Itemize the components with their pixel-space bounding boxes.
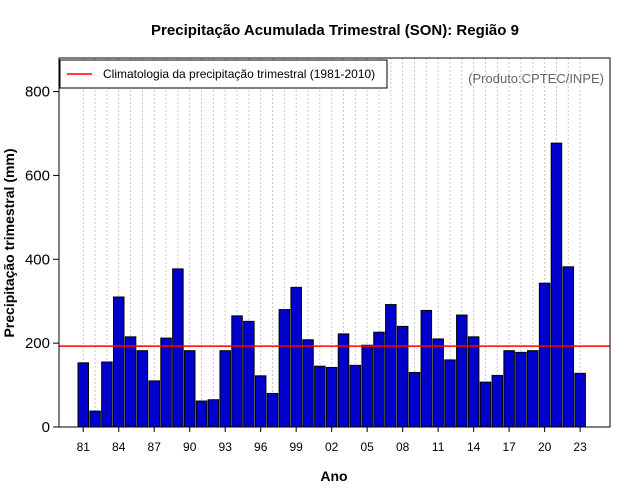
- x-tick-label-1981: 81: [77, 440, 91, 454]
- bar-2003: [337, 333, 350, 428]
- bar-2002: [325, 366, 338, 428]
- source-note: (Produto:CPTEC/INPE): [468, 71, 604, 86]
- bar-2001: [314, 365, 326, 428]
- y-tick-label-800: 800: [25, 84, 50, 101]
- bar-1997: [266, 392, 279, 428]
- bar-2018: [515, 351, 527, 428]
- x-tick-label-2014: 14: [467, 440, 481, 454]
- x-tick-label-2017: 17: [502, 440, 516, 454]
- bar-1998: [278, 309, 291, 428]
- x-tick-label-1990: 90: [183, 440, 197, 454]
- bar-1989: [172, 268, 184, 428]
- bar-2014: [467, 336, 480, 428]
- bar-2009: [408, 371, 421, 428]
- bar-1981: [77, 362, 89, 428]
- x-tick-label-2005: 05: [360, 440, 374, 454]
- bars: [77, 142, 586, 428]
- x-tick-label-2023: 23: [573, 440, 587, 454]
- bar-1986: [136, 350, 149, 428]
- x-axis-label: Ano: [320, 468, 347, 484]
- bar-1994: [231, 315, 243, 428]
- bar-1983: [101, 361, 113, 428]
- bar-2000: [302, 339, 314, 428]
- bar-2007: [385, 304, 397, 428]
- y-axis: 0 200 400 600 800: [25, 84, 59, 436]
- y-axis-label: Precipitação trimestral (mm): [1, 148, 17, 337]
- bar-1991: [195, 400, 208, 428]
- chart-title: Precipitação Acumulada Trimestral (SON):…: [151, 22, 519, 39]
- bar-2005: [361, 344, 373, 428]
- x-tick-label-2008: 08: [396, 440, 410, 454]
- bar-1988: [160, 337, 172, 428]
- bar-2019: [527, 350, 539, 428]
- bar-2022: [562, 266, 575, 428]
- y-tick-label-600: 600: [25, 167, 50, 184]
- bar-1987: [148, 380, 160, 428]
- bar-2004: [349, 364, 362, 428]
- x-tick-label-1999: 99: [290, 440, 304, 454]
- bar-1985: [124, 336, 137, 428]
- x-tick-label-1996: 96: [254, 440, 268, 454]
- x-tick-label-2020: 20: [538, 440, 552, 454]
- bar-1982: [89, 410, 101, 428]
- bar-2021: [550, 142, 563, 428]
- bar-2015: [479, 381, 492, 428]
- bar-1996: [254, 375, 267, 428]
- legend: Climatologia da precipitação trimestral …: [59, 59, 388, 89]
- bar-2010: [420, 309, 433, 428]
- bar-2016: [491, 374, 504, 428]
- bar-2012: [444, 359, 456, 428]
- legend-box: [59, 59, 388, 89]
- x-tick-label-1984: 84: [112, 440, 126, 454]
- x-axis: 81 84 87 90 93 96 99 02 05 08 11 14 17 20 23: [77, 427, 587, 454]
- plot-frame: [58, 57, 611, 428]
- bar-2017: [503, 350, 515, 428]
- x-tick-label-1987: 87: [148, 440, 162, 454]
- x-tick-label-2002: 02: [325, 440, 339, 454]
- bar-1984: [112, 296, 125, 428]
- bar-2008: [396, 325, 409, 428]
- legend-label: Climatologia da precipitação trimestral …: [103, 67, 375, 81]
- bar-2011: [432, 338, 444, 428]
- x-tick-label-2011: 11: [432, 440, 445, 454]
- bar-1995: [243, 320, 255, 428]
- bar-1993: [219, 350, 231, 428]
- bar-2013: [456, 314, 468, 428]
- x-tick-label-1993: 93: [219, 440, 233, 454]
- bar-2020: [538, 282, 551, 428]
- bar-1999: [290, 286, 302, 428]
- bar-1990: [183, 350, 196, 428]
- grid-lines: [82, 58, 581, 427]
- bar-2023: [574, 372, 586, 428]
- bar-1992: [207, 399, 220, 428]
- y-tick-label-200: 200: [25, 335, 50, 352]
- y-tick-label-0: 0: [42, 419, 50, 436]
- y-tick-label-400: 400: [25, 251, 50, 268]
